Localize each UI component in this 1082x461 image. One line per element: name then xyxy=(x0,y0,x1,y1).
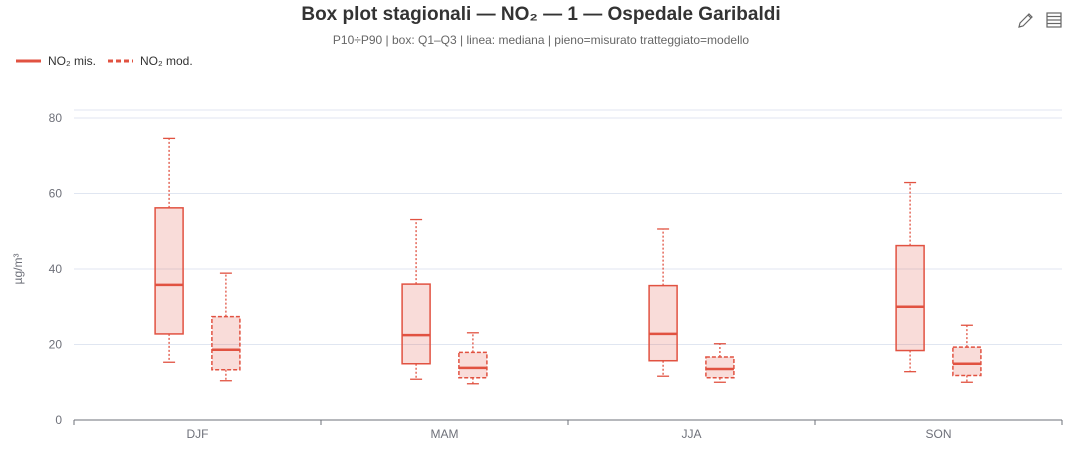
data-view-icon[interactable] xyxy=(1044,10,1064,30)
chart-title: Box plot stagionali — NO₂ — 1 — Ospedale… xyxy=(301,4,781,25)
model-box xyxy=(211,315,241,371)
legend-item-measured[interactable]: NO₂ mis. xyxy=(16,54,96,68)
legend-item-model[interactable]: NO₂ mod. xyxy=(108,54,193,68)
model-box xyxy=(952,346,982,377)
measured-box xyxy=(154,207,184,335)
x-tick-label: JJA xyxy=(681,427,701,441)
legend-swatch-dashed xyxy=(108,59,133,63)
measured-box xyxy=(648,284,678,362)
y-tick-label: 20 xyxy=(49,338,63,352)
y-axis-label: µg/m³ xyxy=(11,254,25,285)
pencil-icon[interactable] xyxy=(1016,10,1036,30)
y-tick-label: 80 xyxy=(49,111,63,125)
legend-label-measured: NO₂ mis. xyxy=(48,54,96,68)
model-box xyxy=(458,351,488,379)
chart-toolbox xyxy=(1016,10,1064,30)
x-tick-label: DJF xyxy=(187,427,209,441)
x-tick-label: MAM xyxy=(431,427,459,441)
legend-label-model: NO₂ mod. xyxy=(140,54,193,68)
measured-box xyxy=(895,244,925,352)
legend-swatch-solid xyxy=(16,59,41,63)
model-box xyxy=(705,356,735,379)
y-tick-label: 60 xyxy=(49,187,63,201)
y-tick-label: 40 xyxy=(49,262,63,276)
y-tick-label: 0 xyxy=(55,413,62,427)
x-tick-label: SON xyxy=(925,427,951,441)
legend: NO₂ mis. NO₂ mod. xyxy=(16,54,193,68)
chart-subtitle: P10÷P90 | box: Q1–Q3 | linea: mediana | … xyxy=(332,33,750,47)
measured-box xyxy=(401,283,431,365)
